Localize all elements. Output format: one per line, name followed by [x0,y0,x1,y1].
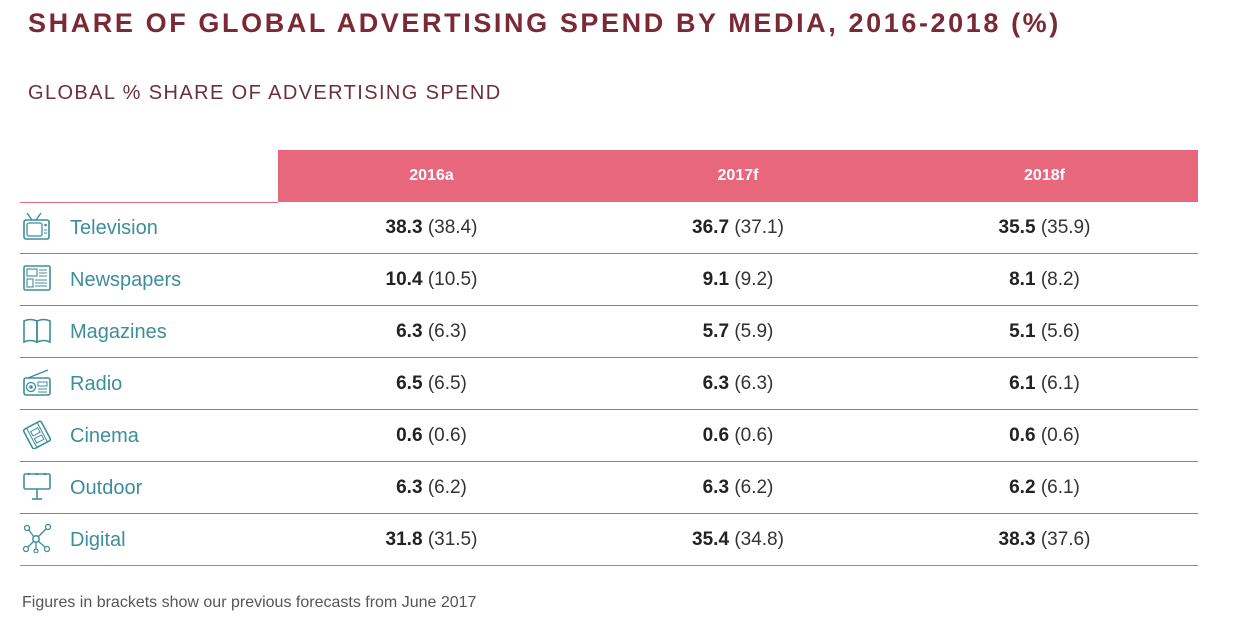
value-cell: 5.1 (5.6) [891,306,1198,358]
value-current: 31.8 [385,529,423,550]
value-previous-forecast: (6.1) [1040,477,1080,498]
media-label: Radio [70,373,123,395]
column-header-2017f: 2017f [585,150,891,202]
value-current: 6.3 [396,477,423,498]
value-current: 10.4 [385,269,423,290]
chart-title: SHARE OF GLOBAL ADVERTISING SPEND BY MED… [28,8,1061,38]
value-cell: 35.5 (35.9) [891,202,1198,254]
value-current: 5.1 [1009,321,1036,342]
table-row: Outdoor 6.3 (6.2) 6.3 (6.2) 6.2 (6.1) [20,462,1198,514]
value-current: 38.3 [385,217,423,238]
table-header-row: 2016a 2017f 2018f [20,150,1198,203]
table-row: Television 38.3 (38.4) 36.7 (37.1) 35.5 (35… [20,202,1198,254]
cinema-icon [22,420,52,449]
table-row: Radio 6.5 (6.5) 6.3 (6.3) 6.1 (6.1) [20,358,1198,410]
value-current: 0.6 [396,425,423,446]
value-current: 5.7 [702,321,730,342]
magazine-icon [23,318,51,344]
value-previous-forecast: (10.5) [427,269,478,290]
table-row: Cinema 0.6 (0.6) 0.6 (0.6) 0.6 (0.6) [20,410,1198,462]
media-label: Outdoor [70,477,143,499]
value-previous-forecast: (37.1) [734,217,784,238]
value-current: 6.3 [396,321,423,342]
value-current: 6.2 [1009,477,1036,498]
value-cell: 38.3 (37.6) [891,514,1198,566]
value-previous-forecast: (35.9) [1040,217,1091,238]
value-cell: 6.3 (6.2) [585,462,891,514]
value-cell: 8.1 (8.2) [891,254,1198,306]
television-icon [23,212,50,240]
value-current: 6.1 [1009,373,1036,394]
value-cell: 38.3 (38.4) [278,202,585,254]
column-header-2018f: 2018f [891,150,1198,202]
value-previous-forecast: (0.6) [427,425,467,446]
value-current: 6.5 [396,373,423,394]
media-label: Magazines [70,321,167,343]
value-cell: 0.6 (0.6) [585,410,891,462]
value-current: 38.3 [998,529,1036,550]
value-previous-forecast: (31.5) [427,529,478,550]
value-previous-forecast: (0.6) [734,425,774,446]
value-current: 9.1 [702,269,730,290]
radio-icon [23,369,51,396]
ad-spend-table: 2016a 2017f 2018f Television 38.3 (38.4) 3… [20,150,1198,566]
value-cell: 6.2 (6.1) [891,462,1198,514]
value-previous-forecast: (0.6) [1040,425,1080,446]
value-current: 0.6 [1009,425,1036,446]
value-cell: 6.3 (6.2) [278,462,585,514]
value-previous-forecast: (6.3) [427,321,467,342]
value-current: 0.6 [702,425,730,446]
value-previous-forecast: (6.2) [427,477,467,498]
value-current: 35.4 [692,529,730,550]
value-previous-forecast: (9.2) [734,269,774,290]
value-previous-forecast: (38.4) [427,217,478,238]
value-cell: 9.1 (9.2) [585,254,891,306]
table-row: Newspapers 10.4 (10.5) 9.1 (9.2) 8.1 (8.2) [20,254,1198,306]
value-previous-forecast: (5.9) [734,321,774,342]
value-cell: 6.1 (6.1) [891,358,1198,410]
network-icon [22,523,52,553]
value-previous-forecast: (6.1) [1040,373,1080,394]
value-cell: 6.3 (6.3) [278,306,585,358]
column-header-2016a: 2016a [278,150,585,202]
value-current: 36.7 [692,217,730,238]
value-cell: 35.4 (34.8) [585,514,891,566]
value-previous-forecast: (6.2) [734,477,774,498]
value-cell: 31.8 (31.5) [278,514,585,566]
value-previous-forecast: (34.8) [734,529,784,550]
media-label: Digital [70,529,126,551]
value-previous-forecast: (37.6) [1040,529,1091,550]
value-previous-forecast: (6.5) [427,373,467,394]
value-current: 8.1 [1009,269,1036,290]
billboard-icon [23,472,51,500]
value-cell: 6.3 (6.3) [585,358,891,410]
header-blank-cell [20,150,278,203]
table-body: Television 38.3 (38.4) 36.7 (37.1) 35.5 (35… [20,202,1198,566]
value-cell: 10.4 (10.5) [278,254,585,306]
table-row: Magazines 6.3 (6.3) 5.7 (5.9) 5.1 (5.6) [20,306,1198,358]
chart-subtitle: GLOBAL % SHARE OF ADVERTISING SPEND [28,82,502,104]
value-cell: 5.7 (5.9) [585,306,891,358]
newspaper-icon [23,265,51,291]
value-cell: 6.5 (6.5) [278,358,585,410]
media-label: Television [70,217,158,239]
value-previous-forecast: (8.2) [1040,269,1080,290]
value-cell: 0.6 (0.6) [891,410,1198,462]
table-row: Digital 31.8 (31.5) 35.4 (34.8) 38.3 (37.6) [20,514,1198,566]
value-previous-forecast: (6.3) [734,373,774,394]
value-current: 6.3 [702,477,730,498]
media-label: Newspapers [70,269,182,291]
footnote: Figures in brackets show our previous fo… [22,594,477,611]
value-cell: 0.6 (0.6) [278,410,585,462]
value-cell: 36.7 (37.1) [585,202,891,254]
value-current: 6.3 [702,373,730,394]
value-current: 35.5 [998,217,1036,238]
value-previous-forecast: (5.6) [1040,321,1080,342]
media-label: Cinema [70,425,139,447]
